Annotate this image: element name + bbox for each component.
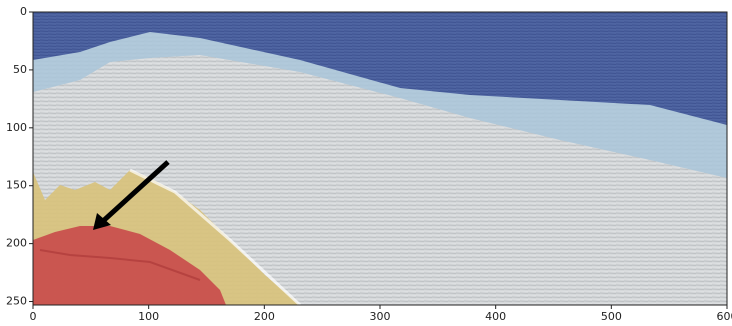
x-tick-label: 0 [30, 310, 37, 322]
y-tick-label: 0 [20, 5, 27, 18]
chart: 0 100 200 300 400 500 600 0 50 100 150 200 250 [0, 0, 732, 322]
x-tick-label: 300 [370, 310, 391, 322]
y-tick-label: 100 [6, 121, 27, 134]
y-tick-label: 150 [6, 179, 27, 192]
x-tick-label: 500 [601, 310, 622, 322]
x-tick-label: 100 [138, 310, 159, 322]
x-tick-label: 600 [717, 310, 732, 322]
x-tick-label: 200 [254, 310, 275, 322]
y-tick-label: 200 [6, 237, 27, 250]
y-tick-label: 250 [6, 295, 27, 308]
seismic-image [33, 12, 727, 305]
y-tick-label: 50 [13, 63, 27, 76]
x-tick-label: 400 [485, 310, 506, 322]
